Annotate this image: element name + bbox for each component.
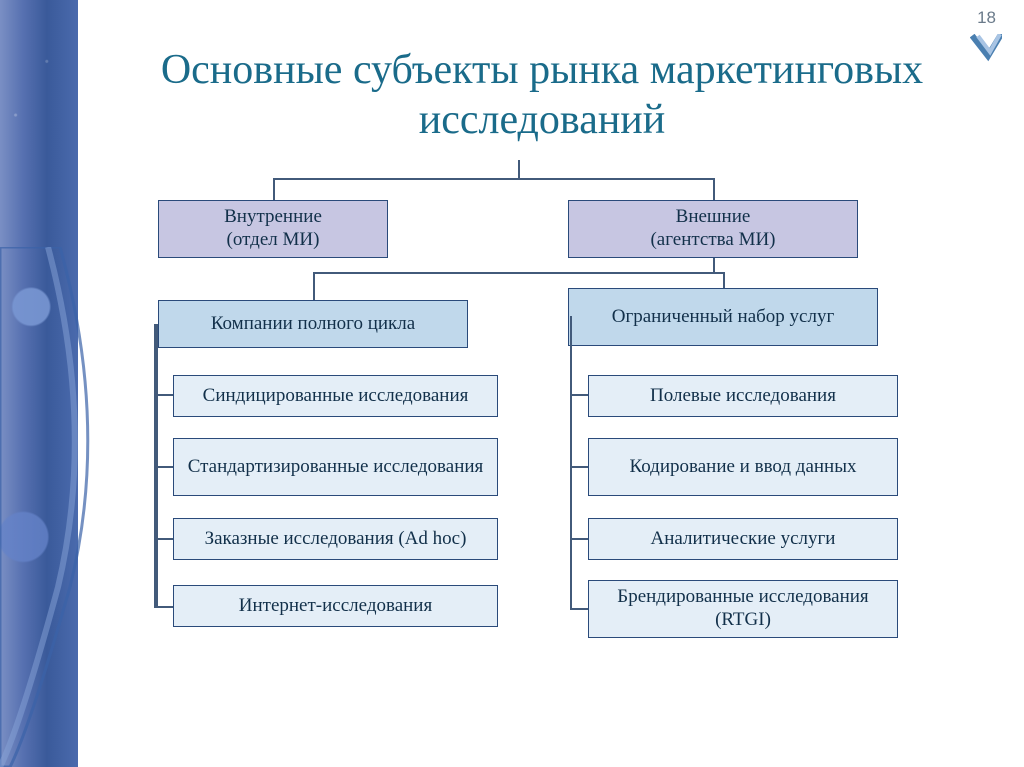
connector bbox=[313, 272, 725, 274]
node-standardized: Стандартизированные исследования bbox=[173, 438, 498, 496]
node-analytical: Аналитические услуги bbox=[588, 518, 898, 560]
connector bbox=[273, 178, 275, 200]
connector bbox=[156, 394, 173, 396]
connector bbox=[713, 258, 715, 272]
connector bbox=[570, 538, 588, 540]
connector bbox=[518, 160, 520, 178]
connector bbox=[156, 538, 173, 540]
node-field: Полевые исследования bbox=[588, 375, 898, 417]
node-coding: Кодирование и ввод данных bbox=[588, 438, 898, 496]
slide-title: Основные субъекты рынка маркетинговых ис… bbox=[100, 46, 984, 145]
node-full-cycle: Компании полного цикла bbox=[158, 300, 468, 348]
node-limited: Ограниченный набор услуг bbox=[568, 288, 878, 346]
connector bbox=[570, 394, 588, 396]
connector bbox=[723, 272, 725, 288]
node-external: Внешние(агентства МИ) bbox=[568, 200, 858, 258]
node-internet: Интернет-исследования bbox=[173, 585, 498, 627]
connector bbox=[570, 608, 588, 610]
node-syndicated: Синдицированные исследования bbox=[173, 375, 498, 417]
node-branded: Брендированные исследования (RTGI) bbox=[588, 580, 898, 638]
node-adhoc: Заказные исследования (Ad hoc) bbox=[173, 518, 498, 560]
connector bbox=[570, 316, 572, 610]
connector bbox=[156, 606, 173, 608]
org-chart: Внутренние(отдел МИ) Внешние(агентства М… bbox=[78, 160, 1024, 747]
page-number: 18 bbox=[977, 8, 996, 28]
connector bbox=[313, 272, 315, 300]
connector bbox=[713, 178, 715, 200]
connector bbox=[156, 466, 173, 468]
connector bbox=[570, 466, 588, 468]
node-internal: Внутренние(отдел МИ) bbox=[158, 200, 388, 258]
connector bbox=[273, 178, 715, 180]
